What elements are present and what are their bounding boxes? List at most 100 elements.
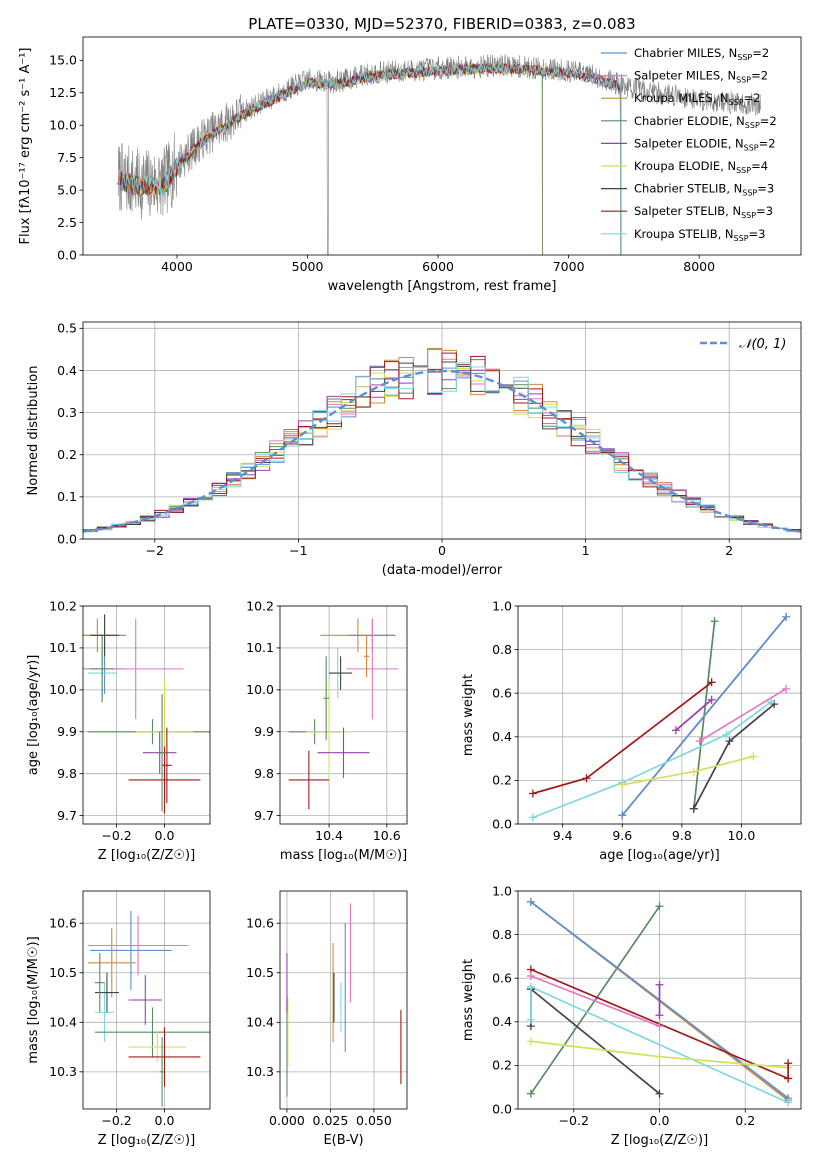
z-age-ylabel: age [log₁₀(age/yr)] bbox=[26, 655, 41, 776]
data-point bbox=[94, 972, 119, 1013]
y-tick-label: 5.0 bbox=[57, 182, 77, 197]
x-tick-label: 7000 bbox=[553, 259, 585, 274]
series-marker bbox=[655, 902, 664, 911]
series-marker bbox=[782, 684, 791, 693]
histogram-series bbox=[83, 366, 801, 534]
y-tick-label: 1.0 bbox=[492, 598, 512, 613]
y-tick-label: 10.3 bbox=[49, 1064, 77, 1079]
y-tick-label: 0.3 bbox=[57, 405, 77, 420]
mass-age-xlabel: mass [log₁₀(M/M☉)] bbox=[280, 848, 407, 863]
series-marker bbox=[749, 752, 758, 761]
y-tick-label: 0.4 bbox=[492, 729, 512, 744]
series-marker bbox=[722, 730, 731, 739]
y-tick-label: 10.6 bbox=[246, 916, 274, 931]
y-tick-label: 9.9 bbox=[254, 724, 274, 739]
data-point bbox=[329, 656, 353, 690]
series-line bbox=[675, 699, 713, 731]
series-line bbox=[699, 688, 787, 742]
data-point bbox=[128, 1027, 201, 1087]
y-tick-label: 10.0 bbox=[49, 682, 77, 697]
y-tick-label: 7.5 bbox=[57, 150, 77, 165]
legend-label: Chabrier MILES, NSSP=2 bbox=[634, 46, 769, 62]
histogram-series bbox=[83, 348, 801, 534]
y-tick-label: 10.5 bbox=[49, 965, 77, 980]
z-age-points bbox=[83, 614, 210, 814]
series-line bbox=[530, 988, 661, 1095]
legend-label: Chabrier STELIB, NSSP=3 bbox=[634, 182, 774, 198]
series-line bbox=[530, 905, 661, 1095]
z-age-xlabel: Z [log₁₀(Z/Z☉)] bbox=[98, 848, 195, 863]
y-tick-label: 0.0 bbox=[57, 247, 77, 262]
series-marker bbox=[526, 1037, 535, 1046]
data-point bbox=[346, 618, 399, 720]
x-tick-label: 10.4 bbox=[315, 828, 343, 843]
legend-label: Kroupa ELODIE, NSSP=4 bbox=[634, 159, 768, 175]
data-point bbox=[323, 656, 330, 741]
series-marker bbox=[655, 1011, 664, 1020]
z-mass-points bbox=[87, 910, 210, 1107]
age-weight-frame bbox=[517, 605, 802, 825]
series-marker bbox=[767, 697, 776, 706]
series-line bbox=[530, 986, 789, 1104]
x-tick-label: 0.2 bbox=[735, 1113, 755, 1128]
data-point bbox=[90, 614, 119, 657]
series-marker bbox=[526, 1089, 535, 1098]
y-tick-label: 10.4 bbox=[49, 1015, 77, 1030]
z-age-frame bbox=[82, 605, 211, 825]
legend-label: Kroupa STELIB, NSSP=3 bbox=[634, 227, 765, 243]
x-tick-label: 9.6 bbox=[612, 828, 632, 843]
weight-series bbox=[655, 980, 664, 1020]
spectrum-model-line bbox=[120, 62, 622, 255]
spectrum-data-line bbox=[117, 54, 761, 255]
series-marker bbox=[618, 780, 627, 789]
y-tick-label: 9.7 bbox=[57, 808, 77, 823]
spectrum-legend: Chabrier MILES, NSSP=2 Salpeter MILES, NS… bbox=[601, 46, 777, 243]
y-tick-label: 12.5 bbox=[49, 85, 77, 100]
x-tick-label: −0.2 bbox=[101, 828, 131, 843]
y-tick-label: 15.0 bbox=[49, 53, 77, 68]
x-tick-label: 2 bbox=[725, 543, 733, 558]
residuals-ylabel: Normed distribution bbox=[26, 366, 41, 496]
y-tick-label: 0.6 bbox=[492, 971, 512, 986]
series-marker bbox=[655, 1089, 664, 1098]
ebv-mass-axes: 0.000 0.025 0.050 10.3 10.4 10.5 10.6 bbox=[246, 891, 407, 1128]
x-tick-label: 5000 bbox=[292, 259, 324, 274]
y-tick-label: 10.0 bbox=[246, 682, 274, 697]
weight-series bbox=[526, 902, 664, 1098]
series-marker bbox=[655, 1052, 664, 1061]
legend-label: Kroupa MILES, NSSP=2 bbox=[634, 91, 760, 107]
weight-series bbox=[528, 697, 776, 822]
mass-age-frame bbox=[279, 605, 408, 825]
y-tick-label: 10.5 bbox=[246, 965, 274, 980]
series-marker bbox=[710, 617, 719, 626]
y-tick-label: 9.9 bbox=[57, 724, 77, 739]
histogram-series bbox=[83, 352, 801, 534]
y-tick-label: 0.6 bbox=[492, 686, 512, 701]
z-weight-xlabel: Z [log₁₀(Z/Z☉)] bbox=[611, 1133, 708, 1148]
legend-label: Salpeter STELIB, NSSP=3 bbox=[634, 204, 773, 220]
y-tick-label: 2.5 bbox=[57, 215, 77, 230]
series-marker bbox=[526, 1015, 535, 1024]
x-tick-label: 6000 bbox=[422, 259, 454, 274]
data-point bbox=[288, 750, 330, 810]
x-tick-label: 9.4 bbox=[553, 828, 573, 843]
series-marker bbox=[671, 726, 680, 735]
series-marker bbox=[618, 811, 627, 820]
y-tick-label: 10.0 bbox=[49, 118, 77, 133]
weight-series bbox=[618, 612, 791, 820]
x-tick-label: 0.025 bbox=[313, 1113, 349, 1128]
z-age-axes: −0.2 0.0 9.7 9.8 9.9 10.0 10.1 10.2 bbox=[49, 598, 210, 843]
y-tick-label: 10.1 bbox=[246, 640, 274, 655]
ebv-mass-points bbox=[286, 903, 402, 1097]
residuals-frame bbox=[82, 321, 802, 540]
series-line bbox=[621, 616, 787, 816]
spectrum-model-line bbox=[120, 62, 622, 255]
series-marker bbox=[784, 1074, 793, 1083]
y-tick-label: 0.8 bbox=[492, 642, 512, 657]
y-tick-label: 9.7 bbox=[254, 808, 274, 823]
ebv-mass-xlabel: E(B-V) bbox=[323, 1133, 363, 1148]
weight-series bbox=[671, 695, 716, 735]
weight-series bbox=[784, 1059, 793, 1083]
x-tick-label: −0.2 bbox=[101, 1113, 131, 1128]
x-tick-label: 10.6 bbox=[373, 828, 401, 843]
